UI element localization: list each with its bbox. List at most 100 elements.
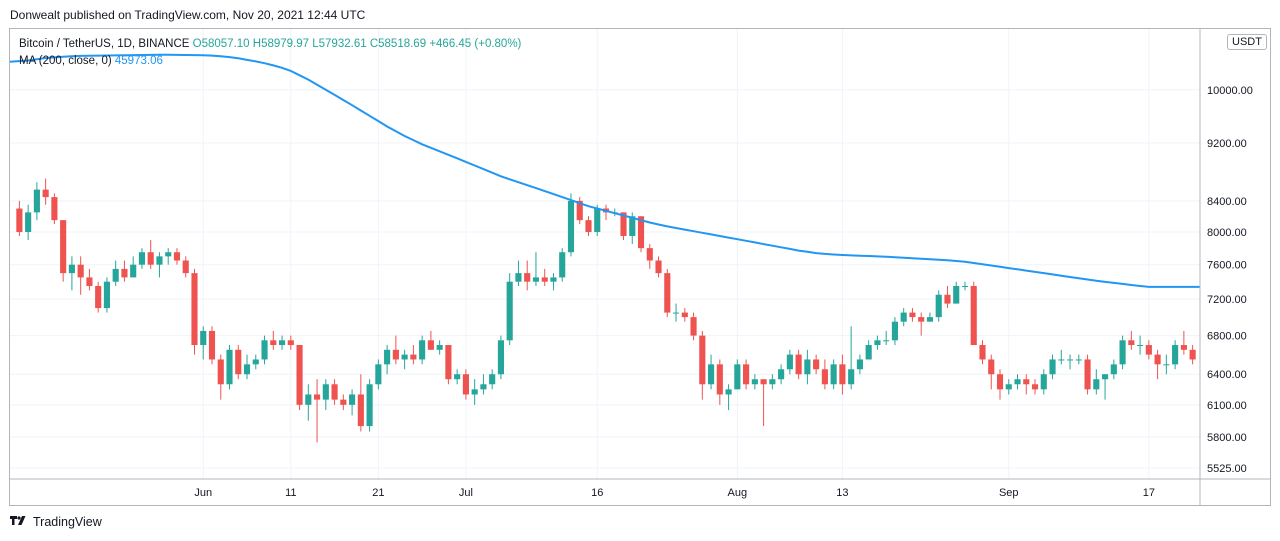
candle-up[interactable] [751, 374, 758, 390]
candlestick-chart[interactable]: 5525.00 5800.00 6100.00 6400.00 6800.00 7200.… [10, 29, 1271, 506]
candle-up[interactable] [935, 290, 942, 322]
candle-down[interactable] [462, 369, 469, 400]
candle-down[interactable] [813, 354, 820, 375]
candle-down[interactable] [86, 268, 93, 291]
ma-line[interactable] [10, 53, 1200, 288]
candle-up[interactable] [1014, 374, 1021, 390]
candle-up[interactable] [480, 374, 487, 395]
candle-up[interactable] [1119, 335, 1126, 370]
candle-down[interactable] [1023, 374, 1030, 395]
candle-up[interactable] [68, 256, 75, 291]
candle-down[interactable] [208, 326, 216, 365]
candle-up[interactable] [1058, 349, 1065, 365]
candle-up[interactable] [725, 384, 732, 411]
candle-down[interactable] [331, 379, 338, 405]
chart-pane[interactable]: 5525.00 5800.00 6100.00 6400.00 6800.00 7200.… [9, 28, 1271, 506]
candle-down[interactable] [576, 197, 583, 225]
candle-up[interactable] [734, 359, 741, 390]
candle-down[interactable] [270, 330, 277, 350]
candle-up[interactable] [1093, 369, 1100, 395]
candle-down[interactable] [839, 354, 846, 395]
candle-up[interactable] [550, 273, 557, 291]
candle-up[interactable] [559, 248, 566, 282]
candle-up[interactable] [848, 326, 855, 390]
candle-down[interactable] [524, 260, 531, 291]
candle-up[interactable] [1102, 374, 1109, 400]
candle-down[interactable] [60, 220, 67, 282]
candle-down[interactable] [1031, 379, 1039, 395]
candle-up[interactable] [138, 248, 146, 269]
candle-down[interactable] [944, 286, 951, 309]
candle-up[interactable] [252, 354, 259, 370]
candle-up[interactable] [532, 252, 540, 287]
candle-down[interactable] [77, 256, 84, 295]
candle-up[interactable] [1066, 354, 1074, 370]
candle-up[interactable] [261, 335, 268, 365]
candle-down[interactable] [392, 335, 399, 365]
candle-down[interactable] [760, 379, 767, 427]
candle-up[interactable] [1040, 369, 1047, 395]
candle-up[interactable] [305, 384, 312, 421]
candle-down[interactable] [314, 379, 321, 443]
candle-down[interactable] [173, 248, 181, 265]
candle-down[interactable] [681, 308, 688, 322]
candle-up[interactable] [769, 374, 776, 390]
candle-down[interactable] [979, 340, 986, 365]
candle-down[interactable] [95, 281, 102, 313]
candle-up[interactable] [33, 182, 40, 221]
candle-up[interactable] [786, 349, 793, 375]
candle-up[interactable] [1163, 354, 1170, 375]
candle-down[interactable] [217, 354, 224, 400]
currency-badge[interactable]: USDT [1227, 34, 1267, 50]
candle-down[interactable] [182, 256, 189, 278]
candle-up[interactable] [865, 340, 872, 360]
candle-up[interactable] [226, 345, 233, 390]
candle-down[interactable] [646, 244, 653, 269]
candle-up[interactable] [243, 354, 251, 380]
candle-down[interactable] [585, 216, 592, 236]
candle-up[interactable] [454, 369, 461, 385]
candle-up[interactable] [506, 273, 513, 346]
candle-down[interactable] [1084, 354, 1091, 395]
candle-down[interactable] [743, 359, 750, 390]
ma-legend-row[interactable]: MA (200, close, 0) 45973.06 [19, 53, 521, 70]
candle-up[interactable] [471, 379, 478, 405]
candle-down[interactable] [996, 369, 1004, 400]
candle-up[interactable] [278, 335, 286, 350]
candle-up[interactable] [112, 260, 119, 287]
candle-down[interactable] [410, 345, 417, 365]
candle-down[interactable] [147, 240, 154, 269]
candle-down[interactable] [716, 359, 723, 405]
candle-down[interactable] [821, 359, 828, 390]
candle-up[interactable] [830, 359, 837, 390]
candle-down[interactable] [445, 345, 452, 385]
candle-down[interactable] [340, 394, 347, 411]
candle-down[interactable] [121, 260, 128, 282]
candle-down[interactable] [690, 312, 697, 341]
candle-up[interactable] [1172, 340, 1179, 370]
candle-up[interactable] [349, 389, 356, 416]
candle-down[interactable] [795, 349, 802, 380]
candle-up[interactable] [594, 204, 601, 236]
symbol-legend-row[interactable]: Bitcoin / TetherUS, 1D, BINANCE O58057.1… [19, 36, 521, 53]
candle-up[interactable] [156, 252, 163, 278]
candle-down[interactable] [541, 268, 548, 287]
candle-up[interactable] [874, 335, 881, 350]
candle-up[interactable] [672, 303, 680, 322]
candle-down[interactable] [296, 345, 303, 411]
candle-up[interactable] [883, 330, 890, 346]
candle-down[interactable] [602, 204, 610, 221]
candle-up[interactable] [926, 312, 934, 322]
candle-down[interactable] [287, 335, 294, 350]
candle-down[interactable] [655, 256, 662, 278]
candle-down[interactable] [988, 354, 995, 390]
candle-down[interactable] [637, 216, 645, 253]
candle-down[interactable] [191, 268, 198, 355]
candle-up[interactable] [961, 281, 969, 291]
candle-down[interactable] [620, 212, 627, 241]
candle-up[interactable] [567, 193, 575, 257]
candle-up[interactable] [375, 359, 382, 390]
candle-down[interactable] [42, 178, 49, 205]
candle-up[interactable] [1005, 379, 1012, 395]
candle-up[interactable] [436, 340, 443, 355]
